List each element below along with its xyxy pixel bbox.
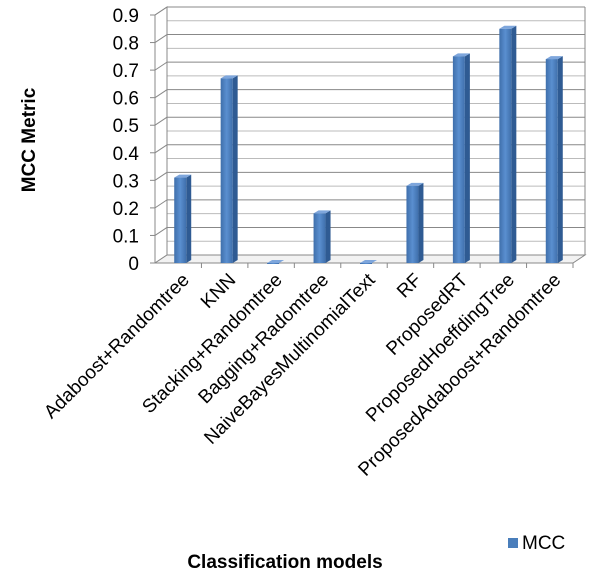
bar-side — [511, 25, 517, 264]
bar-top — [452, 53, 470, 57]
bar-top — [220, 75, 238, 79]
bar — [313, 213, 326, 263]
bar — [406, 185, 419, 263]
bar-side — [232, 75, 238, 263]
bar-side — [418, 182, 424, 263]
gridlines — [154, 6, 585, 264]
legend: MCC — [508, 533, 565, 554]
y-tick-label: 0.3 — [113, 171, 139, 192]
y-tick-label: 0.7 — [113, 61, 139, 82]
bar-side — [186, 174, 192, 263]
bar-top — [267, 260, 285, 263]
y-tick-label: 0.8 — [113, 34, 139, 55]
y-axis-title: MCC Metric — [19, 87, 40, 192]
bar-side — [557, 56, 563, 263]
bar — [452, 56, 465, 264]
x-category-label: ProposedAdaboost+Randomtree — [354, 270, 565, 481]
bar-top — [360, 260, 377, 263]
x-category-label: RF — [393, 270, 426, 303]
y-tick-label: 0.5 — [113, 116, 139, 137]
bar-top — [499, 25, 517, 29]
x-axis-title: Classification models — [187, 552, 382, 573]
gridline-depth — [154, 199, 168, 209]
gridline-depth — [154, 89, 168, 99]
gridline-depth — [154, 116, 168, 126]
bar-top — [406, 182, 424, 186]
bar — [220, 78, 233, 263]
bar — [499, 28, 512, 264]
gridline-depth — [154, 171, 168, 181]
side-wall — [154, 6, 168, 263]
bar-top — [174, 174, 192, 178]
bar-side — [325, 210, 331, 263]
gridline-depth — [154, 227, 168, 236]
bar-top — [545, 56, 563, 60]
gridline-depth — [154, 144, 168, 154]
bar — [267, 263, 280, 264]
y-tick-label: 0.4 — [113, 144, 140, 165]
axes — [150, 6, 587, 268]
bar-top — [313, 210, 331, 214]
legend-label: MCC — [522, 533, 565, 554]
y-tick-label: 0.6 — [113, 89, 139, 110]
y-tick-label: 0.1 — [113, 226, 139, 247]
bar-side — [464, 53, 470, 264]
gridline-depth — [154, 34, 168, 43]
gridline-depth — [154, 61, 168, 71]
bar — [174, 177, 187, 263]
bars — [174, 25, 563, 264]
y-tick-labels: 0 0.1 0.2 0.3 0.4 0.5 0.6 0.7 0.8 0.9 — [113, 6, 140, 275]
bar — [545, 59, 558, 263]
y-tick-label: 0.9 — [113, 6, 139, 27]
x-category-labels: Adaboost+Randomtree KNNStacking+Randomtre… — [40, 269, 565, 480]
legend-swatch — [508, 538, 518, 548]
bar — [360, 263, 372, 264]
y-tick-label: 0 — [128, 254, 139, 275]
y-tick-label: 0.2 — [113, 199, 139, 220]
